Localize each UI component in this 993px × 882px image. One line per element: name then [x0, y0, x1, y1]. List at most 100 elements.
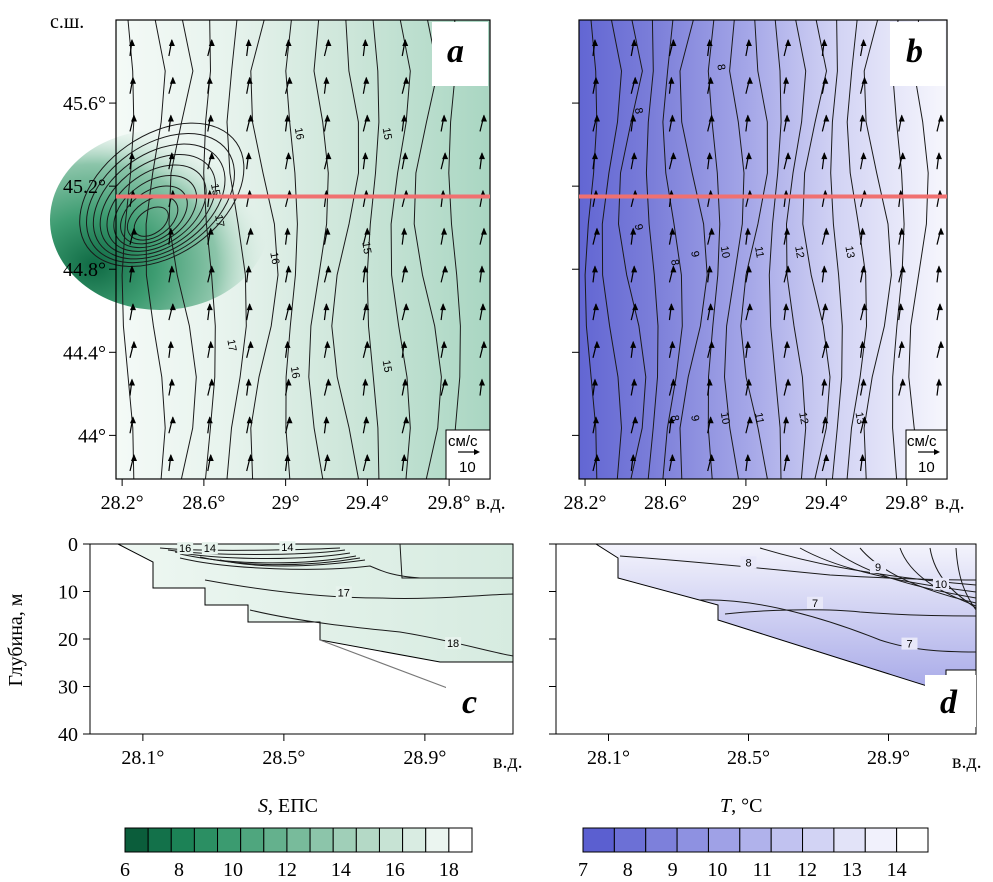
panel-b-contour-line [830, 19, 843, 480]
panel-b-vector-head [823, 454, 830, 461]
panel-b-letter-box [890, 22, 945, 86]
panel-a-vector-head [285, 378, 292, 386]
panel-a-y-tick-label: 44° [78, 425, 106, 447]
salinity-colorbar: 6 8 10 12 14 16 18 [120, 827, 473, 881]
panel-a-plume-contour [86, 133, 235, 264]
panel-b-vector-head [670, 378, 677, 386]
panel-d-letter: d [940, 684, 958, 721]
panel-a-letter: a [447, 33, 464, 70]
temperature-symbol: T [720, 795, 733, 817]
panel-a-vector-head [364, 114, 371, 122]
salinity-swatch [147, 827, 172, 853]
panel-b-vector-head [592, 152, 598, 160]
panel-a-current-vectors [129, 39, 487, 472]
panel-b-vector-head [859, 114, 866, 122]
panel-b-vector-head [630, 340, 637, 348]
panel-c-contour-label: 18 [447, 638, 459, 650]
panel-d-contour-label: 10 [935, 579, 947, 591]
salinity-swatch [217, 827, 242, 853]
panel-a-vector-head [441, 227, 448, 235]
panel-a-vector-head [442, 265, 449, 273]
temperature-swatch [739, 827, 772, 853]
panel-a-vector-head [208, 39, 215, 46]
panel-a-scale-unit: см/с [448, 433, 478, 450]
panel-b-vector-head [821, 152, 828, 160]
panel-a-vector-head [323, 303, 330, 311]
panel-c-contour-label: 14 [281, 542, 293, 554]
panel-b-current-vectors [592, 39, 944, 472]
panel-a-vector-head [246, 416, 253, 424]
panel-a-letter-box [432, 22, 488, 86]
panel-a-vector-head [130, 76, 136, 84]
panel-b-contour-label: 8 [632, 107, 645, 115]
panel-a-vector-head [364, 454, 371, 461]
panel-a-x-tick-label: 28.2° [101, 492, 144, 514]
salinity-swatch [378, 827, 404, 853]
panel-a-y-tick-label: 45.2° [63, 176, 106, 198]
panel-b-vector-head [708, 454, 715, 461]
temperature-colorbar-title: T, °C [720, 795, 762, 817]
panel-b-vector-head [860, 39, 867, 46]
panel-a-vector-head [363, 76, 370, 84]
panel-a-vector-head [285, 152, 292, 160]
temperature-tick-label: 14 [887, 859, 907, 881]
panel-a-x-tick-label: 29.8° [428, 492, 471, 514]
panel-b-vector-head [784, 227, 791, 235]
panel-b-vector-head [594, 340, 600, 348]
panel-b-vector-head [936, 265, 942, 273]
panel-b-vector-head [821, 378, 828, 386]
panel-a-vector-head [479, 152, 485, 160]
panel-b-contour-line [863, 19, 892, 480]
panel-b-vector-head [783, 303, 790, 311]
panel-d-contour-label-bg [807, 596, 823, 609]
panel-b-vector-head [594, 454, 600, 461]
panel-b-vector-head [670, 152, 677, 160]
panel-b-x-tick-label: 28.2° [564, 492, 607, 514]
panel-a-plume [50, 130, 270, 310]
panel-c-y-tick-label: 40 [58, 724, 78, 746]
panel-a-vector-head [362, 39, 369, 46]
panel-b-vector-head [859, 340, 866, 348]
panel-a-vector-head [129, 152, 135, 160]
temperature-swatch [802, 827, 835, 853]
panel-b-vector-head [744, 227, 751, 235]
panel-b-vector-head [861, 303, 868, 311]
panel-b-vector-head [706, 265, 713, 273]
panel-b-vector-head [592, 39, 598, 46]
panel-a-vector-head [403, 76, 410, 84]
temperature-swatch [582, 827, 615, 853]
panel-a-vector-head [286, 416, 293, 424]
temperature-tick-label: 13 [842, 859, 862, 881]
panel-d-x-tick-label: 28.1° [587, 747, 630, 769]
panel-a-vector-head [481, 114, 487, 122]
panel-b-contour-line [785, 19, 807, 480]
panel-a-y-tick-label: 44.4° [63, 342, 106, 364]
panel-b-axes: 28.2° 28.6° 29° 29.4° 29.8° [564, 102, 928, 514]
panel-b-vector-head [938, 340, 944, 348]
panel-d-contour-label: 7 [812, 598, 818, 610]
panel-b-vector-head [745, 265, 752, 273]
panel-a-vector-head [168, 152, 175, 160]
panel-a-contour-label: 15 [359, 241, 373, 255]
panel-b-vector-head [785, 265, 792, 273]
panel-b-vector-head [897, 303, 904, 311]
salinity-tick-label: 6 [120, 859, 130, 881]
panel-a-vector-head [324, 454, 331, 461]
panel-b-vector-head [593, 303, 599, 311]
panel-b-vector-head [898, 114, 905, 122]
panel-b-vector-head [707, 303, 714, 311]
panel-b-contour-line [768, 19, 782, 480]
panel-a-vector-head [402, 265, 409, 273]
panel-a-vector-head [129, 39, 135, 46]
panel-a-vector-head [401, 340, 408, 348]
panel-b-vector-head [593, 76, 599, 84]
panel-a-vector-head [284, 454, 291, 461]
panel-b-vector-head [938, 227, 944, 235]
panel-a-vector-head [245, 265, 252, 273]
panel-a-vector-head [362, 378, 369, 386]
panel-b-vector-head [592, 378, 598, 386]
panel-a-vector-head [481, 227, 487, 235]
panel-b-vector-head [936, 378, 942, 386]
panel-b-vector-head [706, 378, 713, 386]
